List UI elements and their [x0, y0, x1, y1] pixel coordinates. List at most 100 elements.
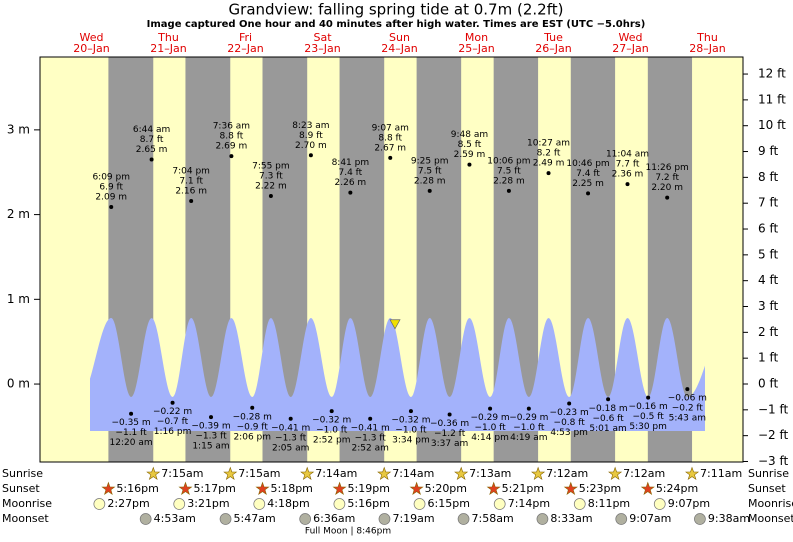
moonrise-icon	[93, 498, 106, 510]
y-tick-label: 1 m	[7, 292, 30, 306]
high-tide-ft: 8.2 ft	[537, 149, 561, 159]
low-tide-point	[685, 387, 690, 392]
moonrise-icon	[173, 498, 186, 510]
low-tide-point	[129, 411, 134, 416]
y2-tick-label: 4 ft	[758, 273, 778, 287]
y2-tick-label: −1 ft	[758, 402, 789, 416]
high-tide-ft: 7.7 ft	[616, 160, 640, 170]
high-tide-point	[427, 188, 432, 193]
high-tide-m: 2.25 m	[572, 179, 604, 189]
low-tide-m: −0.22 m	[153, 407, 192, 417]
row-time: 7:14am	[315, 467, 357, 480]
y2-tick-label: −2 ft	[758, 428, 789, 442]
day-weekday: Sun	[389, 31, 410, 44]
low-tide-m: −0.36 m	[430, 419, 469, 429]
moonrise-icon	[253, 498, 266, 510]
sun-icon	[531, 466, 546, 481]
high-tide-ft: 8.9 ft	[299, 131, 323, 141]
sun-icon	[223, 466, 238, 481]
y2-tick-label: 6 ft	[758, 222, 778, 236]
high-tide-ft: 8.8 ft	[378, 133, 402, 143]
low-tide-point	[646, 395, 651, 400]
day-date: 28–Jan	[689, 42, 725, 55]
moonrise-icon	[493, 498, 506, 510]
sun-icon	[146, 466, 161, 481]
high-tide-point	[506, 188, 511, 193]
low-tide-time: 2:52 pm	[313, 436, 351, 446]
day-weekday: Thu	[157, 31, 179, 44]
high-tide-time: 10:46 pm	[566, 159, 609, 169]
low-tide-ft: −0.2 ft	[672, 404, 704, 414]
y-tick-label: 0 m	[7, 377, 30, 391]
low-tide-point	[368, 416, 373, 421]
day-date: 23–Jan	[304, 42, 340, 55]
high-tide-time: 6:44 am	[133, 125, 170, 135]
low-tide-ft: −1.3 ft	[195, 432, 227, 442]
high-tide-ft: 8.7 ft	[140, 135, 164, 145]
row-time: 5:19pm	[348, 482, 390, 495]
plot-frame	[39, 56, 744, 463]
day-date: 24–Jan	[381, 42, 417, 55]
low-tide-time: 1:15 am	[192, 442, 229, 452]
day-date: 21–Jan	[150, 42, 186, 55]
day-weekday: Wed	[619, 31, 643, 44]
high-tide-time: 11:04 am	[606, 150, 649, 160]
day-date: 22–Jan	[227, 42, 263, 55]
high-tide-time: 11:26 pm	[646, 163, 689, 173]
high-tide-m: 2.28 m	[493, 176, 525, 186]
high-tide-m: 2.70 m	[295, 141, 327, 151]
sun-icon	[255, 481, 270, 496]
low-tide-time: 2:05 am	[272, 443, 309, 453]
low-tide-point	[250, 405, 255, 410]
low-tide-ft: −1.1 ft	[115, 428, 147, 438]
row-time: 7:11am	[700, 467, 742, 480]
high-tide-ft: 8.8 ft	[220, 132, 244, 142]
y2-tick-label: 7 ft	[758, 196, 778, 210]
y2-tick-label: 10 ft	[758, 118, 786, 132]
tide-area-group	[90, 318, 705, 431]
high-tide-m: 2.49 m	[533, 159, 565, 169]
low-tide-m: −0.32 m	[391, 416, 430, 426]
low-tide-point	[488, 406, 493, 411]
row-time: 5:23pm	[579, 482, 621, 495]
row-time: 9:07am	[629, 512, 671, 525]
row-time: 8:33am	[550, 512, 592, 525]
chart-title: Grandview: falling spring tide at 0.7m (…	[229, 1, 564, 19]
y2-tick-label: 12 ft	[758, 67, 786, 81]
low-tide-time: 5:43 am	[669, 414, 706, 424]
low-tide-m: −0.32 m	[312, 416, 351, 426]
sun-icon	[454, 466, 469, 481]
high-tide-point	[109, 204, 114, 209]
low-tide-m: −0.23 m	[550, 408, 589, 418]
day-weekday: Thu	[696, 31, 718, 44]
high-tide-ft: 7.4 ft	[338, 168, 362, 178]
low-tide-time: 3:34 pm	[392, 436, 430, 446]
row-time: 7:14pm	[508, 497, 550, 510]
high-tide-ft: 7.2 ft	[655, 173, 679, 183]
high-tide-time: 9:48 am	[451, 130, 488, 140]
low-tide-ft: −0.9 ft	[237, 422, 269, 432]
high-tide-point	[625, 182, 630, 187]
y2-tick-label: 0 ft	[758, 376, 778, 390]
high-tide-time: 7:36 am	[213, 122, 250, 132]
high-tide-time: 8:41 pm	[332, 158, 370, 168]
y2-tick-label: 3 ft	[758, 299, 778, 313]
row-time: 5:16pm	[347, 497, 389, 510]
day-date: 20–Jan	[73, 42, 109, 55]
row-time: 5:24pm	[656, 482, 698, 495]
high-tide-time: 7:55 pm	[252, 161, 290, 171]
chart-subtitle: Image captured One hour and 40 minutes a…	[147, 19, 646, 30]
sun-icon	[178, 481, 193, 496]
row-time: 7:58am	[472, 512, 514, 525]
row-time: 7:12am	[546, 467, 588, 480]
row-time: 6:15pm	[428, 497, 470, 510]
row-label: Sunset	[2, 482, 40, 495]
high-tide-point	[308, 153, 313, 158]
sun-icon	[640, 481, 655, 496]
day-weekday: Fri	[239, 31, 252, 44]
low-tide-ft: −1.3 ft	[355, 433, 387, 443]
sun-icon	[409, 481, 424, 496]
row-time: 5:47am	[234, 512, 276, 525]
high-tide-m: 2.36 m	[612, 170, 644, 180]
